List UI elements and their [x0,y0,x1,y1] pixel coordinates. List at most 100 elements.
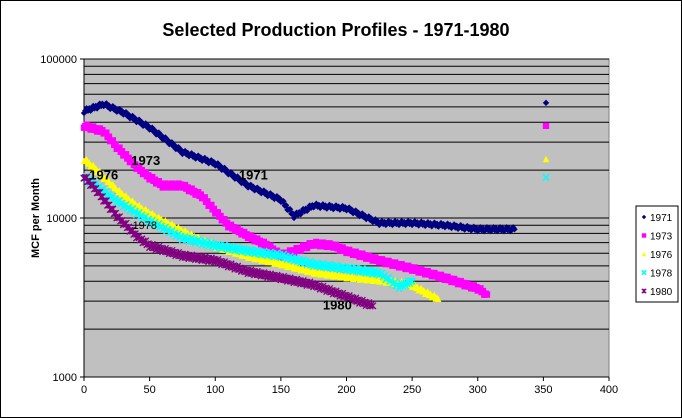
data-point [214,209,222,216]
data-point [217,212,224,220]
data-point [408,277,416,286]
data-point [197,154,205,161]
data-point [240,177,248,185]
data-point [247,181,254,188]
x-tick-label: 50 [144,384,156,396]
data-point [158,132,165,139]
annotation-1973: 1973 [131,153,160,168]
x-tick-label: 150 [272,384,290,396]
data-point [125,111,132,118]
data-point [352,207,359,214]
data-point [378,217,386,225]
data-point [184,149,191,157]
data-point [116,105,123,113]
data-point [131,161,139,168]
data-point [129,112,136,120]
annotation-1980: 1980 [323,298,352,313]
legend-marker-1980 [641,288,647,294]
data-point [485,226,492,234]
data-point [122,151,130,158]
data-point [406,220,413,228]
data-point [129,157,136,165]
data-points [80,99,550,310]
annotations: 1971 1973 1976 1978 1980 [89,153,352,313]
axis-ticks: 0 50 100 150 200 250 300 350 400 1000 10000 100000 [40,54,618,396]
data-point [145,122,152,130]
data-point [332,202,340,209]
data-point-1976-initial [542,155,550,163]
data-point-1973-initial [542,122,550,130]
data-point [201,154,208,162]
data-point [201,194,208,201]
x-tick-label: 300 [469,384,487,396]
data-point [210,205,218,213]
annotation-1971: 1971 [239,167,268,182]
data-point [511,226,518,233]
data-point [385,217,392,225]
data-point [138,118,145,126]
data-point [191,152,198,159]
legend-label-1976: 1976 [650,250,673,261]
legend-label-1980: 1980 [650,287,673,298]
y-tick-label: 1000 [53,372,77,384]
data-point [177,146,185,154]
data-point [437,219,445,227]
data-point [359,210,366,217]
x-tick-label: 200 [337,384,355,396]
data-point [103,129,110,136]
legend-marker-1973 [641,233,647,238]
data-point [125,154,132,162]
y-tick-label: 10000 [46,213,77,225]
data-point [503,224,510,231]
data-point [386,220,394,228]
data-point [223,167,231,174]
data-point [303,207,311,215]
data-point [365,213,373,220]
data-point [227,169,235,176]
data-point [105,133,113,140]
legend-label-1973: 1973 [650,232,673,243]
x-tick-label: 350 [534,384,552,396]
data-point [210,158,218,166]
data-point [391,217,399,225]
data-point [142,120,149,127]
data-point [399,220,407,228]
x-tick-label: 400 [600,384,618,396]
gridlines [84,58,609,330]
data-point [393,220,400,228]
legend-entries: 1971 1973 1976 1978 1980 [641,213,673,298]
data-point [204,198,211,205]
data-point [345,204,353,211]
data-point [470,223,478,231]
data-point [297,211,304,218]
data-point [404,217,412,225]
data-point [168,139,176,146]
data-point [380,220,387,228]
data-point [116,144,123,151]
data-point [369,302,377,310]
data-point [118,148,126,155]
data-point [453,222,460,229]
annotation-1976: 1976 [89,167,118,182]
data-point-1971-initial [542,99,550,107]
data-point [444,220,451,227]
data-point [221,216,228,223]
data-point [214,160,222,167]
legend-marker-1976 [641,251,647,257]
data-point [491,226,499,234]
legend-marker-1971 [641,214,647,220]
data-point [490,224,497,231]
series-1973 [80,121,550,298]
data-point [372,216,379,223]
data-point [149,124,156,131]
x-tick-label: 0 [81,384,87,396]
data-point [109,137,117,144]
data-point [339,202,346,210]
x-tick-label: 250 [403,384,421,396]
chart-title: Selected Production Profiles - 1971-1980 [162,20,509,40]
data-point [477,224,484,231]
data-point-1978-initial [542,173,550,182]
data-point [290,214,298,222]
